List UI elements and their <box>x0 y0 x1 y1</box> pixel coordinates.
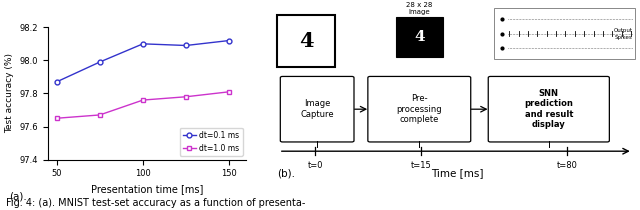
Text: Spikes: Spikes <box>615 35 633 40</box>
Legend: dt=0.1 ms, dt=1.0 ms: dt=0.1 ms, dt=1.0 ms <box>180 128 243 156</box>
FancyBboxPatch shape <box>368 76 471 142</box>
Text: 28 x 28
Image: 28 x 28 Image <box>406 2 433 15</box>
Text: 4: 4 <box>299 31 314 51</box>
Text: t=15: t=15 <box>411 161 431 170</box>
Y-axis label: Test accuracy (%): Test accuracy (%) <box>5 54 14 133</box>
dt=0.1 ms <box>182 44 190 47</box>
Text: Time [ms]: Time [ms] <box>431 168 484 178</box>
Text: (a).: (a). <box>10 192 28 202</box>
FancyBboxPatch shape <box>396 17 443 57</box>
Text: Image
Capture: Image Capture <box>300 100 334 119</box>
dt=1.0 ms <box>182 96 190 98</box>
Text: SNN
prediction
and result
display: SNN prediction and result display <box>524 89 573 129</box>
FancyBboxPatch shape <box>277 15 335 67</box>
X-axis label: Presentation time [ms]: Presentation time [ms] <box>91 184 204 194</box>
Text: 4: 4 <box>414 30 424 44</box>
dt=0.1 ms <box>139 43 147 45</box>
Text: Output: Output <box>614 28 633 33</box>
dt=1.0 ms <box>225 91 233 93</box>
dt=0.1 ms <box>52 81 60 83</box>
Text: t=80: t=80 <box>557 161 577 170</box>
dt=1.0 ms <box>96 114 104 116</box>
dt=1.0 ms <box>52 117 60 119</box>
Line: dt=0.1 ms: dt=0.1 ms <box>54 38 232 84</box>
FancyBboxPatch shape <box>494 8 634 59</box>
Text: t=0: t=0 <box>308 161 323 170</box>
FancyBboxPatch shape <box>280 76 354 142</box>
dt=0.1 ms <box>225 39 233 42</box>
dt=0.1 ms <box>96 61 104 63</box>
dt=1.0 ms <box>139 99 147 101</box>
Text: Fig. 4: (a). MNIST test-set accuracy as a function of presenta-: Fig. 4: (a). MNIST test-set accuracy as … <box>6 198 306 208</box>
Text: Pre-
processing
complete: Pre- processing complete <box>397 94 442 124</box>
Line: dt=1.0 ms: dt=1.0 ms <box>54 89 232 121</box>
Text: (b).: (b). <box>277 168 295 178</box>
FancyBboxPatch shape <box>488 76 609 142</box>
